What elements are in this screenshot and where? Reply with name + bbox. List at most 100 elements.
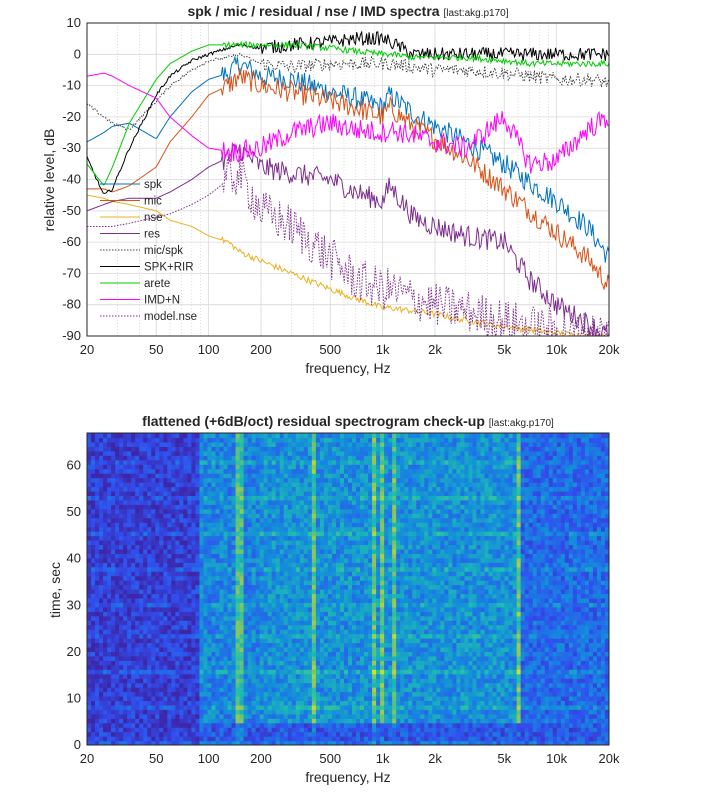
heatmap-cell bbox=[327, 606, 333, 612]
heatmap-cell bbox=[171, 446, 176, 452]
heatmap-cell bbox=[223, 593, 229, 599]
heatmap-cell bbox=[319, 517, 325, 523]
heatmap-cell bbox=[339, 695, 345, 702]
heatmap-cell bbox=[191, 464, 197, 470]
heatmap-cell bbox=[207, 611, 213, 617]
heatmap-cell bbox=[127, 575, 132, 581]
heatmap-cell bbox=[155, 522, 160, 528]
heatmap-cell bbox=[251, 664, 257, 670]
heatmap-cell bbox=[323, 642, 329, 648]
heatmap-cell bbox=[135, 646, 140, 652]
heatmap-cell bbox=[163, 433, 168, 439]
heatmap-cell bbox=[223, 731, 229, 737]
heatmap-cell bbox=[255, 687, 261, 693]
heatmap-cell bbox=[291, 486, 297, 492]
heatmap-cell bbox=[99, 499, 104, 505]
heatmap-cell bbox=[311, 446, 317, 452]
heatmap-cell bbox=[167, 477, 172, 483]
heatmap-cell bbox=[227, 718, 233, 724]
heatmap-cell bbox=[131, 486, 136, 492]
heatmap-cell bbox=[348, 638, 353, 644]
heatmap-cell bbox=[239, 526, 245, 532]
heatmap-cell bbox=[163, 704, 168, 710]
heatmap-cell bbox=[231, 473, 237, 479]
heatmap-cell bbox=[155, 642, 160, 648]
heatmap-cell bbox=[319, 553, 325, 559]
heatmap-cell bbox=[239, 455, 245, 461]
heatmap-cell bbox=[203, 522, 209, 528]
heatmap-cell bbox=[199, 673, 205, 679]
heatmap-cell bbox=[259, 450, 265, 456]
heatmap-cell bbox=[267, 731, 273, 737]
heatmap-cell bbox=[235, 508, 241, 514]
heatmap-cell bbox=[259, 459, 265, 465]
heatmap-cell bbox=[163, 722, 168, 728]
heatmap-cell bbox=[111, 718, 116, 724]
heatmap-cell bbox=[187, 704, 192, 710]
heatmap-cell bbox=[311, 611, 317, 617]
heatmap-cell bbox=[339, 691, 345, 697]
heatmap-cell bbox=[263, 455, 269, 461]
heatmap-cell bbox=[227, 490, 233, 496]
heatmap-cell bbox=[115, 638, 120, 644]
heatmap-cell bbox=[179, 731, 184, 737]
heatmap-cell bbox=[167, 642, 172, 648]
heatmap-cell bbox=[99, 513, 104, 519]
heatmap-cell bbox=[279, 611, 285, 617]
heatmap-cell bbox=[259, 433, 265, 439]
heatmap-cell bbox=[255, 437, 261, 443]
heatmap-cell bbox=[207, 473, 213, 479]
heatmap-cell bbox=[135, 638, 140, 644]
heatmap-cell bbox=[223, 580, 229, 586]
heatmap-cell bbox=[119, 642, 124, 648]
heatmap-cell bbox=[291, 468, 297, 474]
heatmap-cell bbox=[283, 660, 289, 666]
heatmap-cell bbox=[311, 580, 317, 586]
heatmap-cell bbox=[123, 615, 128, 621]
heatmap-cell bbox=[215, 482, 221, 488]
heatmap-cell bbox=[364, 531, 369, 537]
heatmap-cell bbox=[299, 557, 305, 563]
heatmap-cell bbox=[295, 557, 301, 563]
heatmap-cell bbox=[171, 678, 176, 684]
heatmap-cell bbox=[299, 517, 305, 523]
heatmap-cell bbox=[319, 566, 325, 572]
heatmap-cell bbox=[103, 602, 108, 608]
heatmap-cell bbox=[199, 535, 205, 541]
heatmap-cell bbox=[91, 508, 96, 514]
heatmap-cell bbox=[207, 682, 213, 688]
heatmap-cell bbox=[287, 700, 293, 706]
heatmap-cell bbox=[87, 571, 92, 577]
heatmap-cell bbox=[275, 718, 281, 724]
heatmap-cell bbox=[235, 646, 241, 652]
heatmap-cell bbox=[271, 682, 277, 688]
heatmap-cell bbox=[87, 513, 92, 519]
heatmap-cell bbox=[356, 446, 361, 452]
heatmap-cell bbox=[115, 633, 120, 639]
heatmap-cell bbox=[111, 433, 116, 439]
heatmap-cell bbox=[167, 678, 172, 684]
heatmap-cell bbox=[147, 727, 152, 733]
heatmap-cell bbox=[315, 597, 321, 603]
heatmap-cell bbox=[319, 571, 325, 577]
heatmap-cell bbox=[107, 695, 112, 702]
heatmap-cell bbox=[175, 433, 180, 439]
heatmap-cell bbox=[87, 687, 92, 693]
heatmap-cell bbox=[331, 669, 337, 675]
heatmap-cell bbox=[299, 593, 305, 599]
heatmap-cell bbox=[223, 736, 229, 742]
heatmap-cell bbox=[107, 562, 112, 568]
heatmap-cell bbox=[235, 548, 241, 554]
heatmap-cell bbox=[147, 713, 152, 719]
heatmap-cell bbox=[223, 482, 229, 488]
heatmap-cell bbox=[183, 669, 188, 675]
heatmap-cell bbox=[159, 642, 164, 648]
heatmap-cell bbox=[135, 464, 140, 470]
heatmap-cell bbox=[327, 584, 333, 590]
heatmap-cell bbox=[191, 593, 197, 599]
heatmap-cell bbox=[348, 450, 353, 456]
heatmap-cell bbox=[131, 495, 136, 501]
heatmap-cell bbox=[287, 651, 293, 657]
heatmap-cell bbox=[364, 651, 369, 657]
heatmap-cell bbox=[287, 669, 293, 675]
